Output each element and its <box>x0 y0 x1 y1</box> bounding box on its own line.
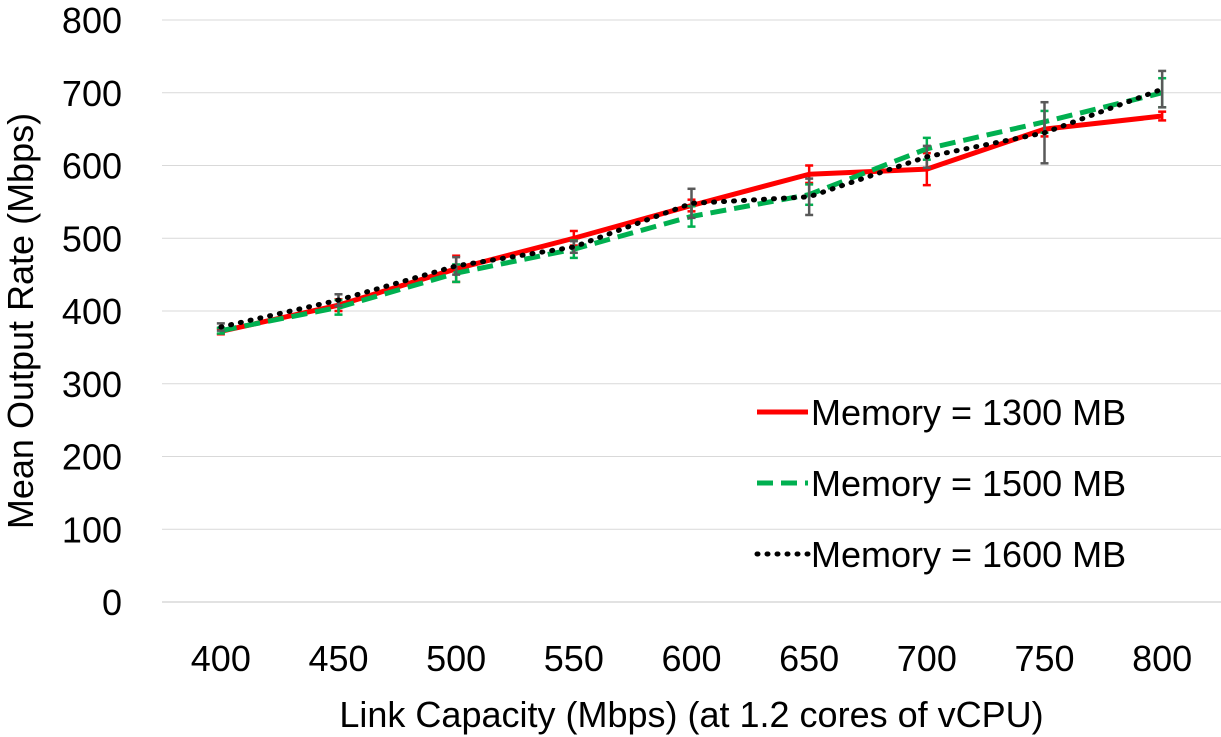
x-axis-ticks: 400 450 500 550 600 650 700 750 800 <box>191 638 1192 679</box>
series-group <box>216 69 1167 336</box>
legend-item-1: Memory = 1300 MB <box>757 392 1126 433</box>
y-tick-label-700: 700 <box>62 73 122 114</box>
series-line <box>218 86 1165 330</box>
x-tick-label-700: 700 <box>897 638 957 679</box>
y-axis-ticks: 0 100 200 300 400 500 600 700 800 <box>62 0 122 623</box>
legend-item-2: Memory = 1500 MB <box>757 463 1126 504</box>
error-bar <box>1158 69 1167 109</box>
y-tick-label-100: 100 <box>62 509 122 550</box>
legend-item-3: Memory = 1600 MB <box>754 534 1126 575</box>
error-bar <box>805 177 814 217</box>
x-tick-label-550: 550 <box>544 638 604 679</box>
x-axis-title: Link Capacity (Mbps) (at 1.2 cores of vC… <box>339 694 1043 735</box>
y-tick-label-0: 0 <box>102 582 122 623</box>
y-tick-label-500: 500 <box>62 218 122 259</box>
y-tick-label-200: 200 <box>62 437 122 478</box>
legend-label: Memory = 1500 MB <box>811 463 1126 504</box>
x-tick-label-600: 600 <box>661 638 721 679</box>
legend: Memory = 1300 MB Memory = 1500 MB Memory =… <box>754 392 1126 575</box>
x-tick-label-450: 450 <box>308 638 368 679</box>
x-tick-label-400: 400 <box>191 638 251 679</box>
series-3 <box>216 69 1167 332</box>
x-tick-label-800: 800 <box>1132 638 1192 679</box>
y-tick-label-800: 800 <box>62 0 122 41</box>
y-tick-label-600: 600 <box>62 146 122 187</box>
y-axis-title: Mean Output Rate (Mbps) <box>0 113 41 529</box>
gridlines <box>162 19 1221 603</box>
x-tick-label-750: 750 <box>1014 638 1074 679</box>
y-tick-label-300: 300 <box>62 364 122 405</box>
x-tick-label-650: 650 <box>779 638 839 679</box>
x-tick-label-500: 500 <box>426 638 486 679</box>
legend-label: Memory = 1600 MB <box>811 534 1126 575</box>
legend-label: Memory = 1300 MB <box>811 392 1126 433</box>
y-tick-label-400: 400 <box>62 291 122 332</box>
